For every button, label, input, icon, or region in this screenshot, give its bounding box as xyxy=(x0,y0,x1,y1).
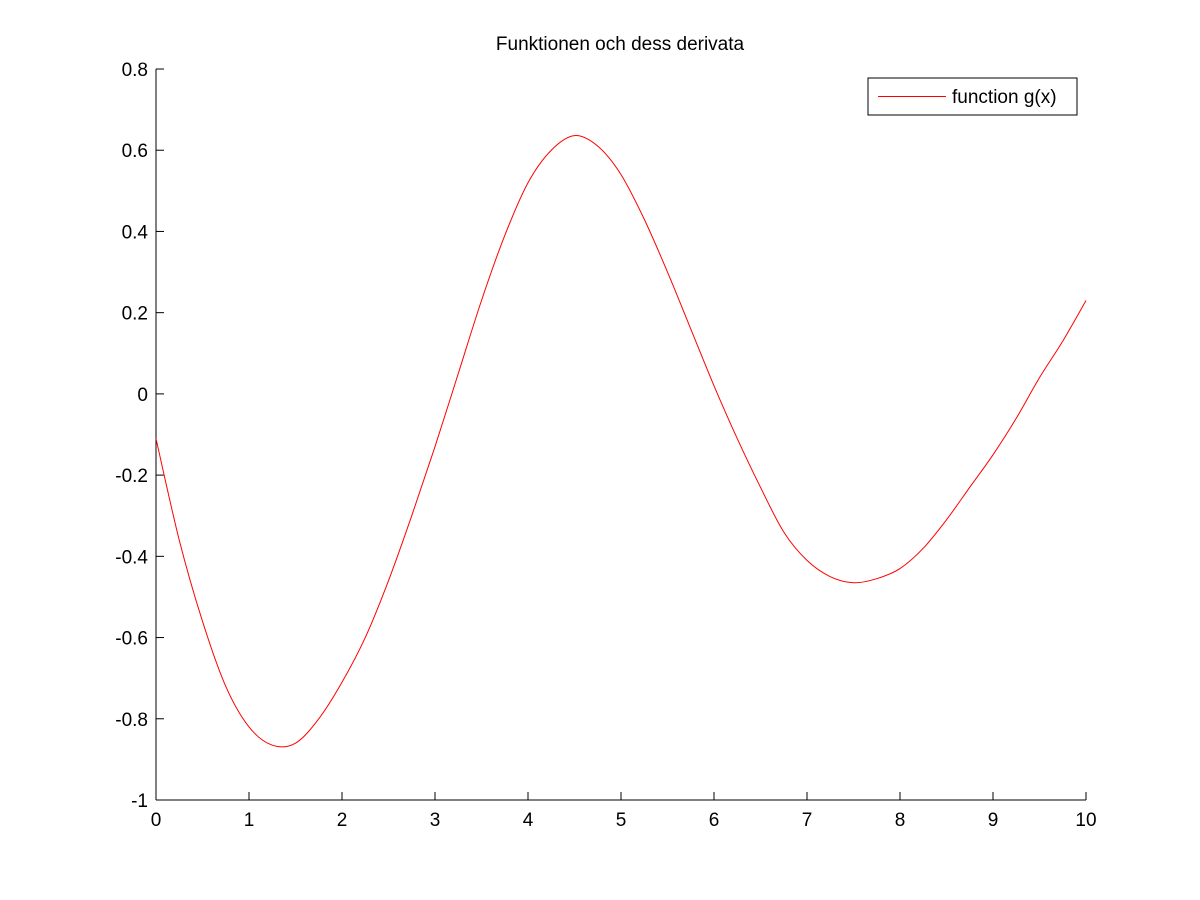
chart-title: Funktionen och dess derivata xyxy=(496,34,745,55)
y-tick-label: -0.6 xyxy=(115,629,148,650)
y-tick-label: 0.2 xyxy=(122,304,148,325)
y-tick-label: 0 xyxy=(137,385,148,406)
legend: function g(x) xyxy=(867,77,1078,116)
x-tick-label: 7 xyxy=(802,810,813,831)
x-tick-label: 5 xyxy=(616,810,627,831)
x-tick-label: 8 xyxy=(895,810,906,831)
legend-label: function g(x) xyxy=(952,87,1057,108)
y-tick-label: 0.4 xyxy=(122,222,149,243)
x-tick-label: 10 xyxy=(1075,810,1096,831)
y-tick-label: 0.6 xyxy=(122,141,148,162)
x-tick-label: 3 xyxy=(430,810,441,831)
x-tick-label: 0 xyxy=(151,810,162,831)
y-tick-label: -0.8 xyxy=(115,710,148,731)
y-tick-label: -1 xyxy=(131,791,148,812)
series-line-g xyxy=(155,135,1087,748)
x-tick-label: 1 xyxy=(244,810,255,831)
x-tick-label: 9 xyxy=(988,810,999,831)
y-tick-label: 0.8 xyxy=(122,60,148,81)
x-tick-label: 2 xyxy=(337,810,348,831)
y-tick-label: -0.4 xyxy=(115,547,148,568)
plot-area: 0 1 2 3 4 5 6 7 8 9 10 0.8 0.6 0.4 0.2 0 -0.2 -0.4 -0.6 -0.… xyxy=(115,60,1096,831)
y-tick-label: -0.2 xyxy=(115,466,148,487)
x-tick-label: 4 xyxy=(523,810,534,831)
x-tick-label: 6 xyxy=(709,810,720,831)
